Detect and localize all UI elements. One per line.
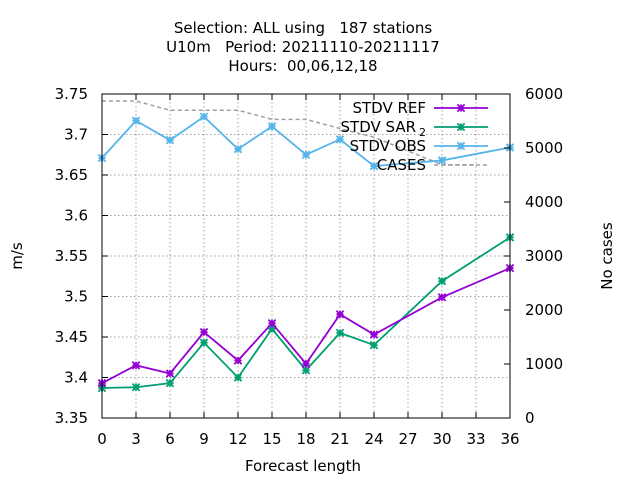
chart-title-line-2: U10m Period: 20211110-20211117 <box>166 38 440 56</box>
y-tick-label: 3.7 <box>64 126 88 144</box>
y2-tick-label: 1000 <box>525 355 563 373</box>
y2-axis-label: No cases <box>598 222 616 290</box>
y-tick-label: 3.55 <box>55 247 88 265</box>
x-axis-label: Forecast length <box>245 457 361 475</box>
chart-title: Selection: ALL using 187 stations U10m P… <box>166 19 440 75</box>
data-point-obs <box>267 122 277 131</box>
x-tick-label: 27 <box>398 430 417 448</box>
data-point-obs <box>335 135 345 144</box>
data-point-sar <box>165 378 175 388</box>
series-line-cases <box>102 100 476 166</box>
data-point-sar <box>301 365 311 375</box>
x-tick-label: 30 <box>432 430 451 448</box>
data-point-ref <box>335 310 345 319</box>
y-tick-label: 3.4 <box>64 369 88 387</box>
data-point-ref <box>437 293 447 302</box>
data-point-ref <box>131 361 141 370</box>
y-tick-label: 3.5 <box>64 288 88 306</box>
legend-marker-sar <box>456 122 466 132</box>
y-axis-label: m/s <box>8 242 26 270</box>
data-point-ref <box>267 318 277 328</box>
data-point-sar <box>233 373 243 382</box>
y2-tick-label: 0 <box>525 409 535 427</box>
data-point-sar <box>369 340 379 350</box>
data-point-obs <box>131 116 141 125</box>
data-point-ref <box>301 359 311 368</box>
chart-title-line-3: Hours: 00,06,12,18 <box>228 57 377 75</box>
y2-tick-label: 2000 <box>525 301 563 319</box>
y2-tick-label: 4000 <box>525 193 563 211</box>
data-point-obs <box>301 150 311 159</box>
legend-label-ref: STDV REF <box>352 99 426 117</box>
legend-label-subscript: 2 <box>419 126 426 139</box>
x-tick-label: 21 <box>330 430 349 448</box>
legend-label-obs: STDV OBS <box>350 137 426 155</box>
y-tick-label: 3.65 <box>55 166 88 184</box>
x-tick-label: 0 <box>97 430 107 448</box>
data-point-ref <box>233 356 243 365</box>
data-point-obs <box>199 112 209 121</box>
data-point-obs <box>369 161 379 171</box>
x-tick-label: 9 <box>199 430 209 448</box>
data-point-sar <box>437 276 447 286</box>
x-tick-label: 18 <box>296 430 315 448</box>
legend-marker-ref <box>456 103 466 113</box>
grid-lines <box>102 94 510 418</box>
y2-tick-label: 5000 <box>525 139 563 157</box>
x-tick-label: 6 <box>165 430 175 448</box>
y2-tick-label: 3000 <box>525 247 563 265</box>
axes: 0 3 6 9 12 15 18 21 24 27 30 33 363.353.43.453.53.55… <box>55 85 564 448</box>
data-point-obs <box>437 156 447 165</box>
legend-marker-obs <box>456 141 466 151</box>
y-tick-label: 3.75 <box>55 85 88 103</box>
data-point-ref <box>199 327 209 337</box>
x-tick-label: 3 <box>131 430 141 448</box>
y-tick-label: 3.6 <box>64 207 88 225</box>
y2-tick-label: 6000 <box>525 85 563 103</box>
legend-label-cases: CASES <box>377 156 426 174</box>
data-point-ref <box>165 369 175 378</box>
y-tick-label: 3.35 <box>55 409 88 427</box>
data-point-sar <box>199 338 209 347</box>
legend-label-sar: STDV SAR 2 <box>341 118 426 139</box>
x-tick-label: 33 <box>466 430 485 448</box>
x-tick-label: 24 <box>364 430 383 448</box>
legend-label-main: STDV SAR <box>341 118 416 136</box>
x-tick-label: 36 <box>500 430 519 448</box>
data-point-obs <box>165 135 175 145</box>
x-tick-label: 15 <box>262 430 281 448</box>
data-point-obs <box>233 144 243 154</box>
data-point-sar <box>335 328 345 338</box>
data-point-sar <box>131 382 141 392</box>
chart-title-line-1: Selection: ALL using 187 stations <box>174 19 433 37</box>
y-tick-label: 3.45 <box>55 328 88 346</box>
x-tick-label: 12 <box>228 430 247 448</box>
data-point-ref <box>369 330 379 339</box>
